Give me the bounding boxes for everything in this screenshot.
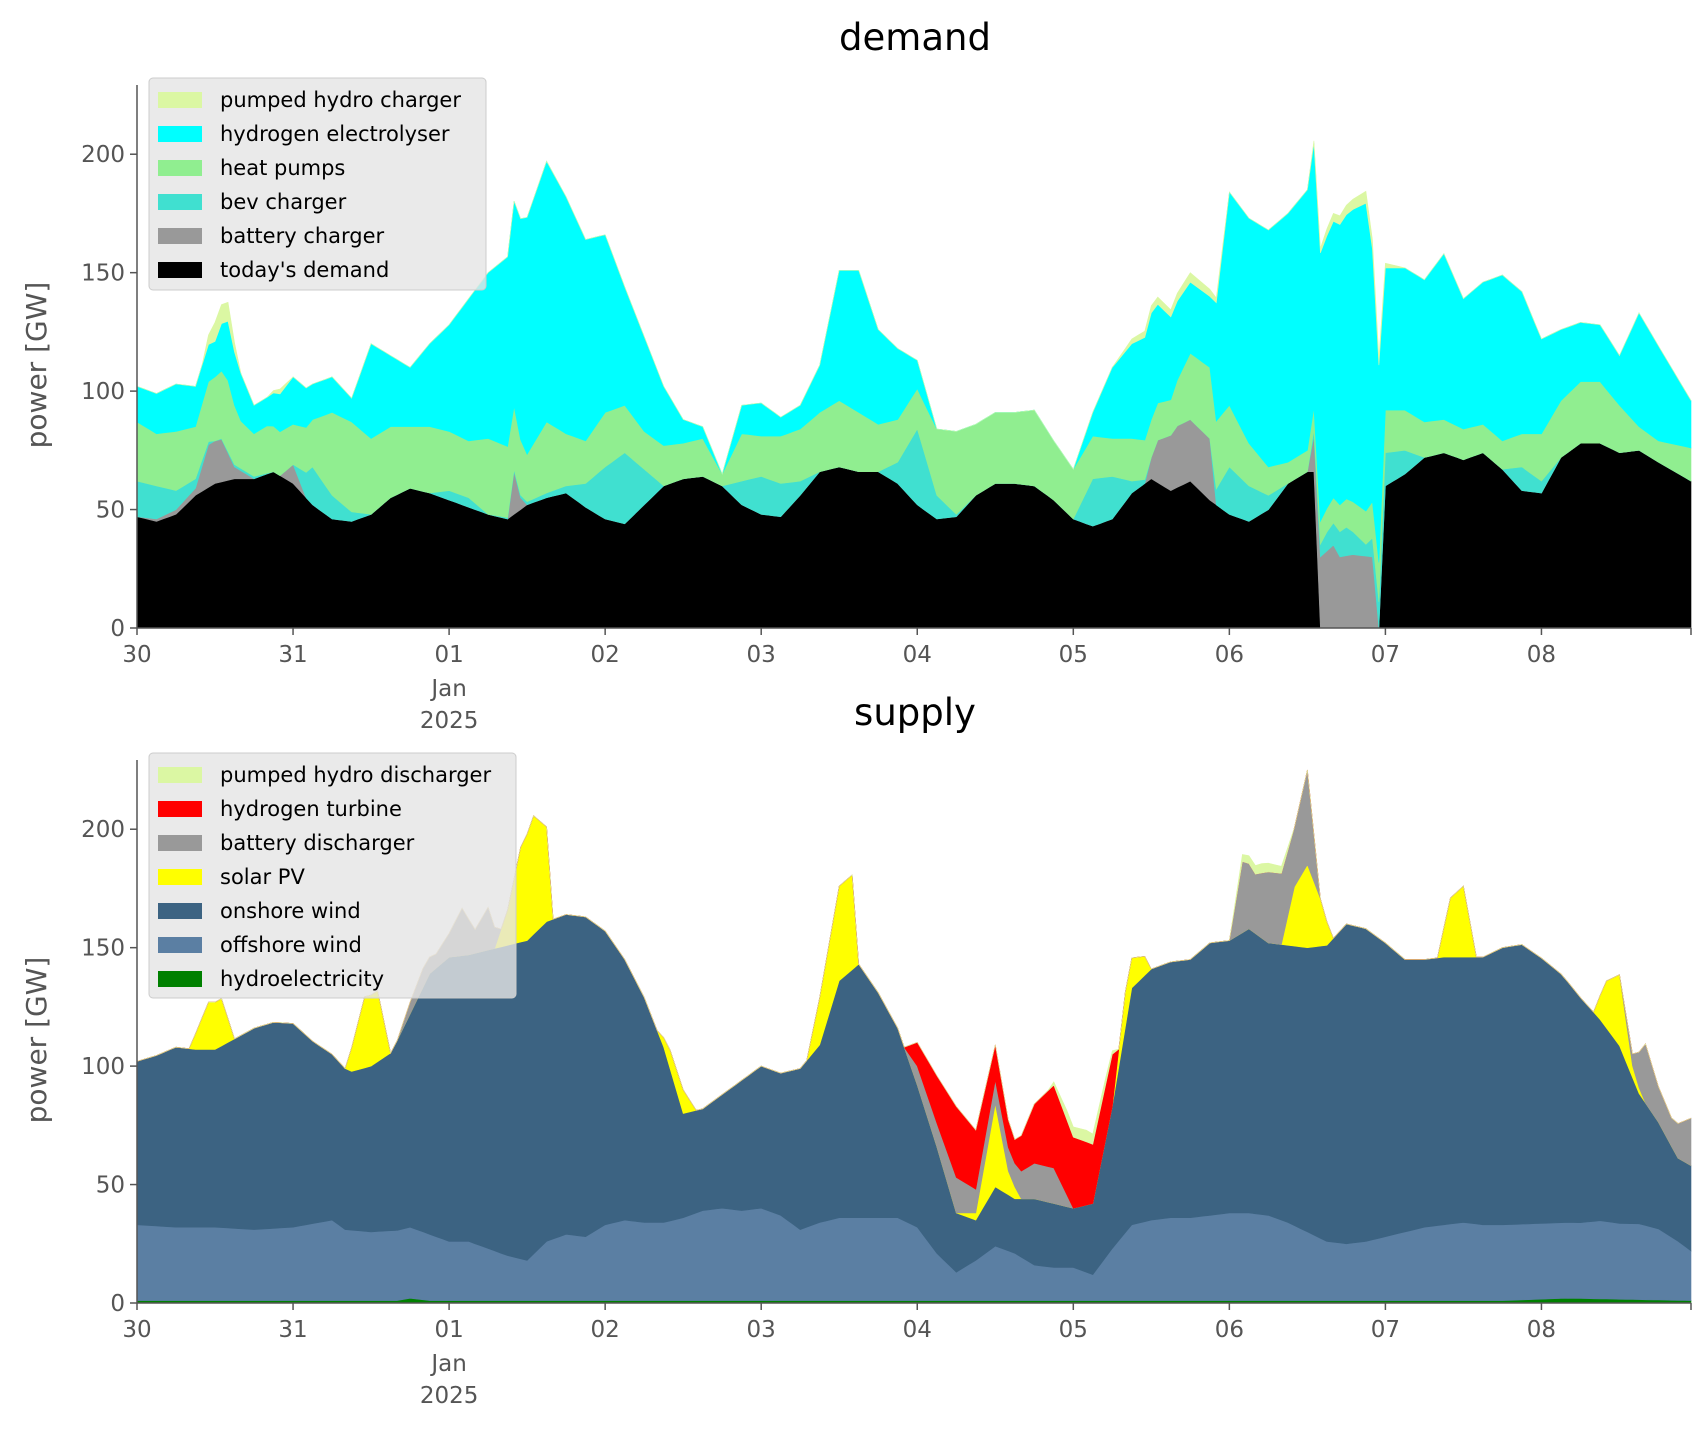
supply-x-tick-label: 01 [434,1317,463,1343]
supply-axes: 0 50 100 150 200 30 31 01 02 03 04 05 06 07 08 Jan 2025 [81,760,1692,1409]
demand-x-year-label: 2025 [420,708,479,734]
demand-x-tick-label: 04 [903,642,932,668]
demand-legend-label: bev charger [220,190,347,214]
supply-legend-item-pumped-hydro-discharger: pumped hydro discharger [158,763,491,787]
demand-y-tick-label: 150 [81,261,125,287]
demand-area-pumped-hydro-charger [136,140,1692,475]
demand-x-tick-label: 07 [1371,642,1400,668]
supply-legend-label: hydroelectricity [220,967,384,991]
supply-x-year-label: 2025 [420,1383,479,1409]
supply-legend-label: solar PV [220,865,305,889]
demand-y-tick-label: 0 [110,616,125,642]
demand-x-tick-label: 08 [1527,642,1556,668]
supply-legend-swatch [158,767,202,783]
supply-y-tick-label: 200 [81,817,125,843]
supply-legend-swatch [158,801,202,817]
demand-x-tick-label: 02 [591,642,620,668]
supply-legend-swatch [158,903,202,919]
demand-legend-frame [148,77,487,291]
supply-legend-label: hydrogen turbine [220,797,402,821]
demand-stacked-areas [136,140,1692,629]
supply-legend-item-hydroelectricity: hydroelectricity [158,967,384,991]
demand-axes: 0 50 100 150 200 30 31 01 02 03 04 05 06 07 08 Jan 2025 [81,85,1692,734]
demand-legend-swatch [158,194,202,210]
demand-x-tick-label: 01 [434,642,463,668]
supply-x-tick-label: 03 [747,1317,776,1343]
supply-y-tick-label: 50 [96,1173,125,1199]
demand-x-tick-label: 30 [122,642,151,668]
demand-legend-item-hydrogen-electrolyser: hydrogen electrolyser [158,122,450,146]
demand-legend-swatch [158,92,202,108]
supply-legend-item-solar-pv: solar PV [158,865,305,889]
supply-legend-swatch [158,869,202,885]
supply-y-axis-label: power [GW] [20,957,53,1124]
supply-x-tick-label: 30 [122,1317,151,1343]
demand-y-tick-label: 50 [96,498,125,524]
demand-legend-swatch [158,160,202,176]
supply-legend: pumped hydro discharger hydrogen turbine b… [148,752,517,999]
supply-x-tick-label: 04 [903,1317,932,1343]
demand-legend-label: pumped hydro charger [220,88,461,112]
demand-y-tick-label: 100 [81,379,125,405]
demand-legend-label: today's demand [220,258,389,282]
demand-legend-item-heat-pumps: heat pumps [158,156,345,180]
supply-legend-frame [148,752,517,999]
supply-legend-swatch [158,937,202,953]
supply-x-tick-label: 06 [1215,1317,1244,1343]
supply-legend-item-offshore-wind: offshore wind [158,933,362,957]
supply-stacked-areas [136,769,1692,1304]
demand-legend-item-today-s-demand: today's demand [158,258,389,282]
supply-x-tick-label: 07 [1371,1317,1400,1343]
demand-legend-swatch [158,228,202,244]
demand-x-tick-label: 31 [278,642,307,668]
supply-y-tick-label: 100 [81,1054,125,1080]
supply-title: supply [854,691,976,734]
demand-legend-swatch [158,262,202,278]
supply-legend-swatch [158,971,202,987]
demand-legend-item-pumped-hydro-charger: pumped hydro charger [158,88,461,112]
demand-y-tick-label: 200 [81,142,125,168]
demand-legend: pumped hydro charger hydrogen electrolyse… [148,77,487,291]
supply-legend-item-onshore-wind: onshore wind [158,899,361,923]
supply-y-tick-label: 150 [81,936,125,962]
demand-x-tick-label: 03 [747,642,776,668]
supply-x-tick-label: 05 [1059,1317,1088,1343]
supply-legend-item-battery-discharger: battery discharger [158,831,415,855]
demand-legend-label: heat pumps [220,156,345,180]
demand-y-axis-label: power [GW] [20,282,53,449]
demand-legend-swatch [158,126,202,142]
demand-legend-label: battery charger [220,224,385,248]
supply-x-tick-label: 02 [591,1317,620,1343]
supply-legend-label: battery discharger [220,831,415,855]
demand-legend-label: hydrogen electrolyser [220,122,450,146]
demand-x-tick-label: 06 [1215,642,1244,668]
demand-legend-item-battery-charger: battery charger [158,224,385,248]
supply-area-pumped-hydro-discharger [136,769,1692,1145]
supply-x-month-label: Jan [429,1351,466,1377]
supply-legend-label: pumped hydro discharger [220,763,491,787]
supply-x-tick-label: 31 [278,1317,307,1343]
demand-legend-item-bev-charger: bev charger [158,190,347,214]
demand-title: demand [839,16,991,59]
demand-x-month-label: Jan [429,676,466,702]
supply-x-tick-label: 08 [1527,1317,1556,1343]
demand-x-tick-label: 05 [1059,642,1088,668]
supply-legend-swatch [158,835,202,851]
supply-legend-label: offshore wind [220,933,362,957]
supply-legend-label: onshore wind [220,899,361,923]
supply-legend-item-hydrogen-turbine: hydrogen turbine [158,797,402,821]
supply-y-tick-label: 0 [110,1291,125,1317]
